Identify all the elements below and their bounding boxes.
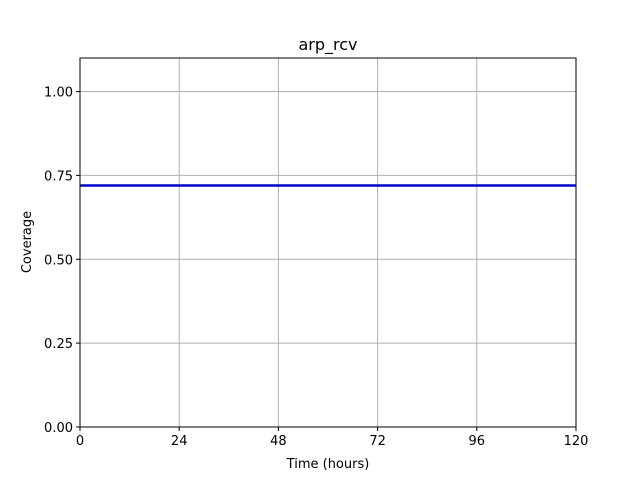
y-tick-label: 0.00	[44, 421, 73, 436]
chart-title: arp_rcv	[298, 35, 357, 55]
x-tick-label: 24	[171, 434, 188, 449]
y-tick-label: 1.00	[44, 86, 73, 101]
plot-area-frame	[79, 57, 577, 428]
y-tick-label: 0.50	[44, 253, 73, 268]
axis-ticks: 0 24 48 72 96 120 0.00 0.25 0.50 0.75 1.00	[44, 86, 588, 449]
y-tick-label: 0.25	[44, 337, 73, 352]
x-tick-label: 120	[564, 434, 589, 449]
x-axis-label: Time (hours)	[286, 457, 370, 472]
y-axis-label: Coverage	[20, 211, 35, 273]
x-tick-label: 72	[369, 434, 386, 449]
x-tick-label: 96	[469, 434, 486, 449]
x-tick-label: 48	[270, 434, 287, 449]
y-tick-label: 0.75	[44, 169, 73, 184]
x-tick-label: 0	[76, 434, 84, 449]
